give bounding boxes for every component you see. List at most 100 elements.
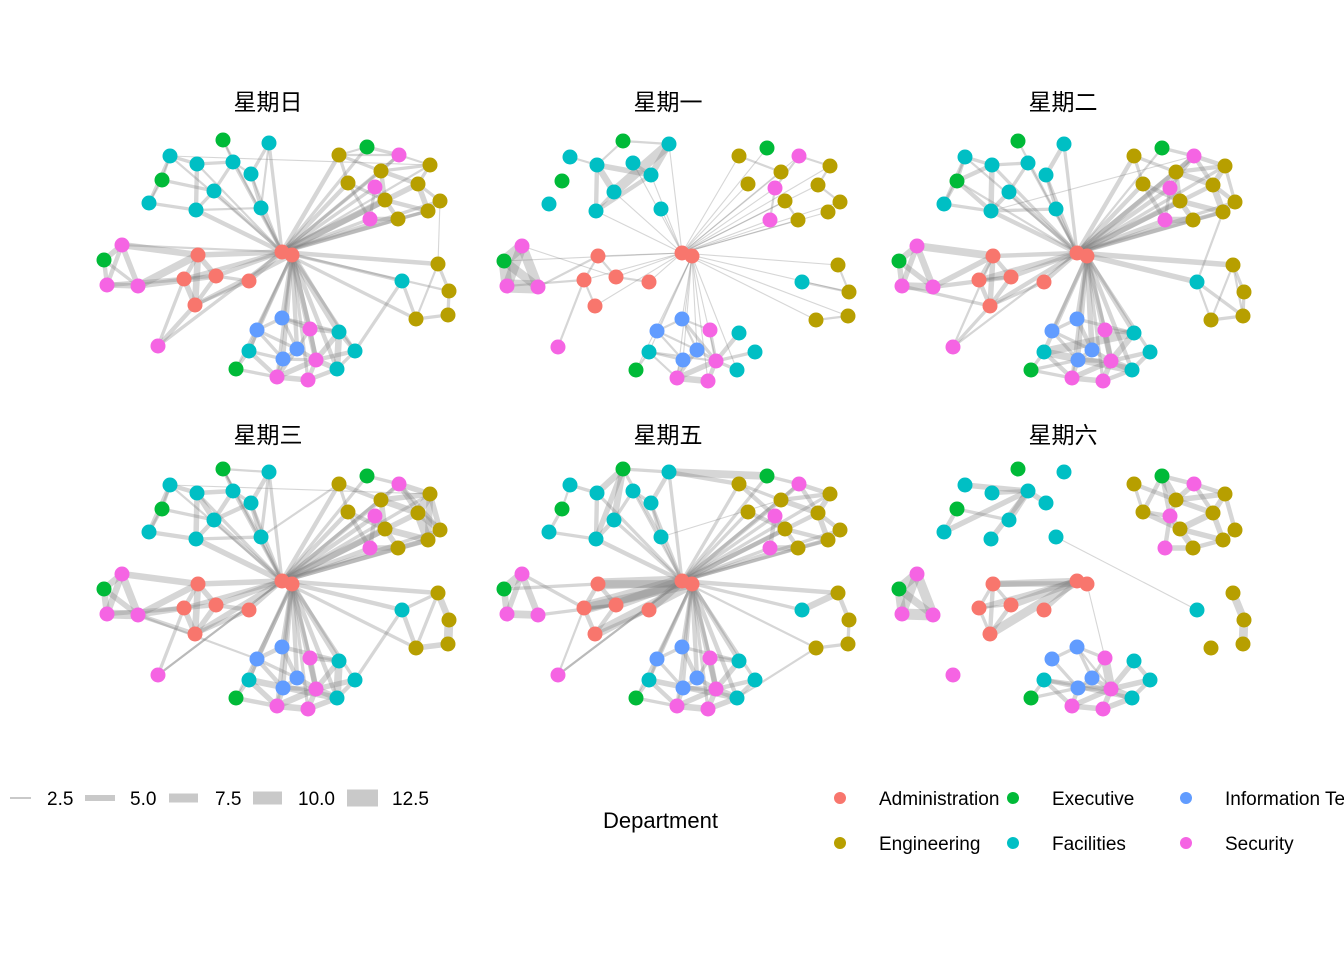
network-node: [641, 672, 657, 688]
network-node: [228, 361, 244, 377]
network-node: [394, 273, 410, 289]
network-edge: [556, 579, 684, 677]
network-node: [410, 176, 426, 192]
network-node: [1126, 653, 1142, 669]
network-edge: [681, 211, 829, 254]
network-edge: [279, 581, 295, 650]
network-node: [606, 184, 622, 200]
network-edge: [951, 304, 992, 349]
network-node: [985, 248, 1001, 264]
network-node: [430, 256, 446, 272]
network-node: [1023, 690, 1039, 706]
network-node: [562, 149, 578, 165]
facet-title: 星期三: [234, 423, 303, 449]
network-edge: [609, 139, 674, 197]
network-edge: [680, 492, 832, 583]
network-edge: [280, 252, 295, 362]
network-edge: [987, 250, 1080, 309]
network-edge: [267, 470, 284, 583]
network-edge: [1039, 328, 1139, 357]
network-edge: [195, 162, 284, 254]
network-edge: [681, 252, 817, 321]
network-node: [808, 312, 824, 328]
network-node: [767, 508, 783, 524]
network-edge: [1074, 182, 1216, 256]
network-node: [1023, 362, 1039, 378]
network-edge: [1086, 583, 1106, 659]
network-edge: [592, 575, 688, 590]
network-node: [261, 464, 277, 480]
network-node: [422, 157, 438, 173]
network-node: [541, 524, 557, 540]
department-legend: Department Administration Engineering Exec…: [603, 789, 1344, 855]
network-edge: [963, 155, 1079, 255]
network-node: [1157, 540, 1173, 556]
network-node: [702, 650, 718, 666]
network-node: [936, 196, 952, 212]
network-node: [641, 602, 657, 618]
network-edge: [278, 196, 389, 256]
network-node: [576, 272, 592, 288]
network-edge: [181, 249, 285, 282]
network-node: [1095, 373, 1111, 389]
network-node: [225, 483, 241, 499]
network-edge: [192, 578, 285, 637]
network-edge: [279, 181, 421, 255]
network-edge: [134, 251, 202, 290]
network-node: [1168, 492, 1184, 508]
network-node: [331, 324, 347, 340]
network-edge: [194, 206, 263, 212]
network-node: [661, 464, 677, 480]
network-node: [274, 310, 290, 326]
network-node: [499, 606, 515, 622]
network-node: [708, 353, 724, 369]
network-node: [740, 504, 756, 520]
network-edge: [689, 581, 742, 664]
network-edge: [681, 187, 776, 254]
facet-title: 星期六: [1029, 423, 1098, 449]
edge-width-key: [10, 797, 31, 799]
network-node: [187, 297, 203, 313]
network-node: [700, 701, 716, 717]
network-node: [1069, 311, 1085, 327]
network-node: [114, 237, 130, 253]
network-node: [302, 321, 318, 337]
network-node: [300, 701, 316, 717]
network-edge: [689, 581, 740, 701]
network-node: [1235, 636, 1251, 652]
network-node: [684, 576, 700, 592]
network-node: [840, 308, 856, 324]
network-edge: [193, 536, 285, 584]
network-edge: [195, 249, 285, 258]
network-node: [373, 492, 389, 508]
network-edge: [279, 216, 401, 255]
network-node: [957, 149, 973, 165]
network-edge: [437, 200, 441, 265]
network-edge: [681, 183, 749, 254]
network-node: [1185, 540, 1201, 556]
network-edge: [160, 507, 216, 522]
network-edge: [181, 578, 285, 611]
network-edge: [192, 607, 252, 637]
network-node: [576, 600, 592, 616]
network-edge: [536, 254, 600, 289]
network-edge: [679, 510, 821, 584]
network-node: [1064, 698, 1080, 714]
network-edge: [505, 278, 586, 288]
network-node: [162, 148, 178, 164]
network-node: [1036, 672, 1052, 688]
network-node: [894, 278, 910, 294]
network-node: [1162, 508, 1178, 524]
network-edge: [1074, 217, 1168, 256]
network-node: [731, 148, 747, 164]
network-node: [590, 576, 606, 592]
network-edge: [280, 528, 442, 583]
network-edge: [610, 465, 627, 524]
network-node: [190, 576, 206, 592]
network-node: [253, 200, 269, 216]
network-edge: [615, 252, 683, 278]
network-node: [1142, 672, 1158, 688]
network-edge: [134, 580, 202, 619]
network-node: [302, 650, 318, 666]
network-node: [1203, 640, 1219, 656]
